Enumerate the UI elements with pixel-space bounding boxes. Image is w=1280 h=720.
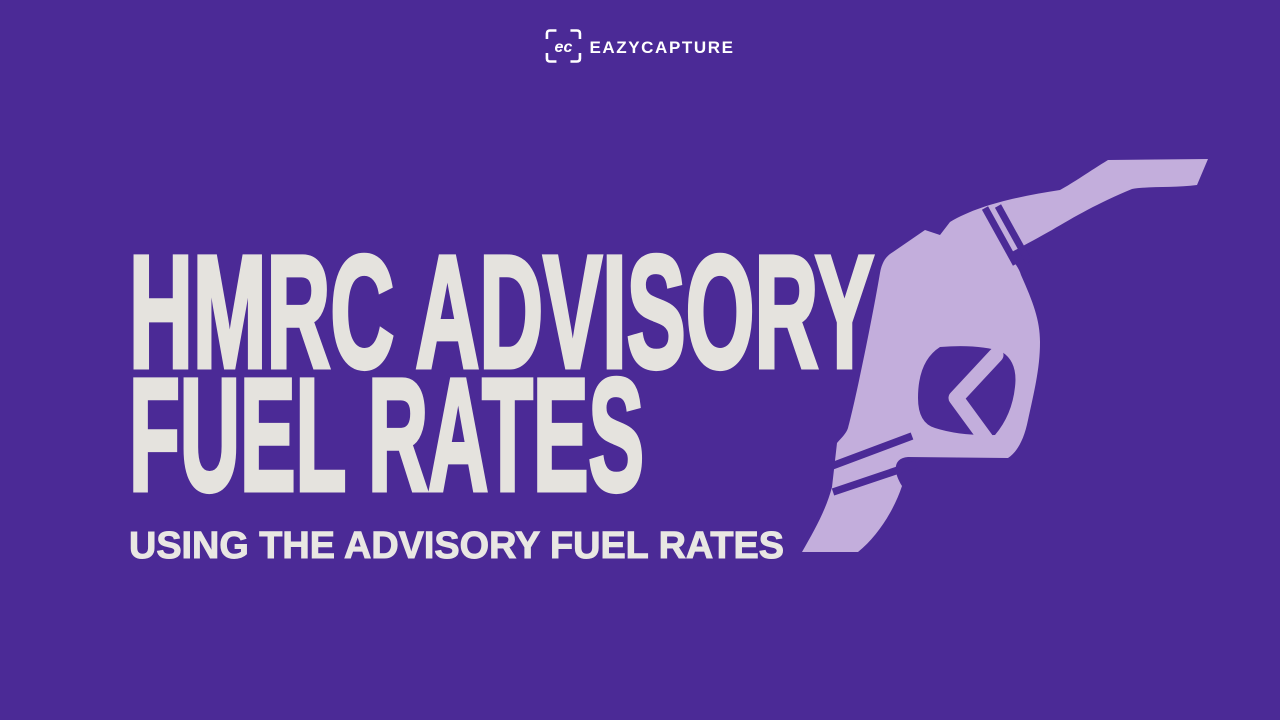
viewfinder-icon: ec [545, 29, 582, 63]
nozzle-trigger [948, 347, 1004, 447]
bracket-top-left [545, 29, 557, 39]
title-line-1: HMRC ADVISORY [127, 220, 877, 404]
connector-stripes [830, 432, 918, 496]
bracket-bottom-left [545, 53, 557, 63]
bracket-bottom-right [570, 53, 582, 63]
brand-name: EAZYCAPTURE [589, 38, 735, 57]
spout-stripes [981, 204, 1033, 266]
brand-logo: ec EAZYCAPTURE [545, 29, 734, 63]
subtitle-text: USING THE ADVISORY FUEL RATES [129, 525, 784, 567]
subtitle: USING THE ADVISORY FUEL RATES [129, 525, 785, 568]
fuel-pump-nozzle-illustration [802, 159, 1208, 552]
title-line-2-text: FUEL RATES [129, 345, 644, 524]
title-line-1-text: HMRC ADVISORY [129, 222, 874, 401]
bracket-top-right [570, 29, 582, 39]
title-line-2: FUEL RATES [127, 343, 647, 527]
logo-monogram: ec [555, 39, 573, 56]
